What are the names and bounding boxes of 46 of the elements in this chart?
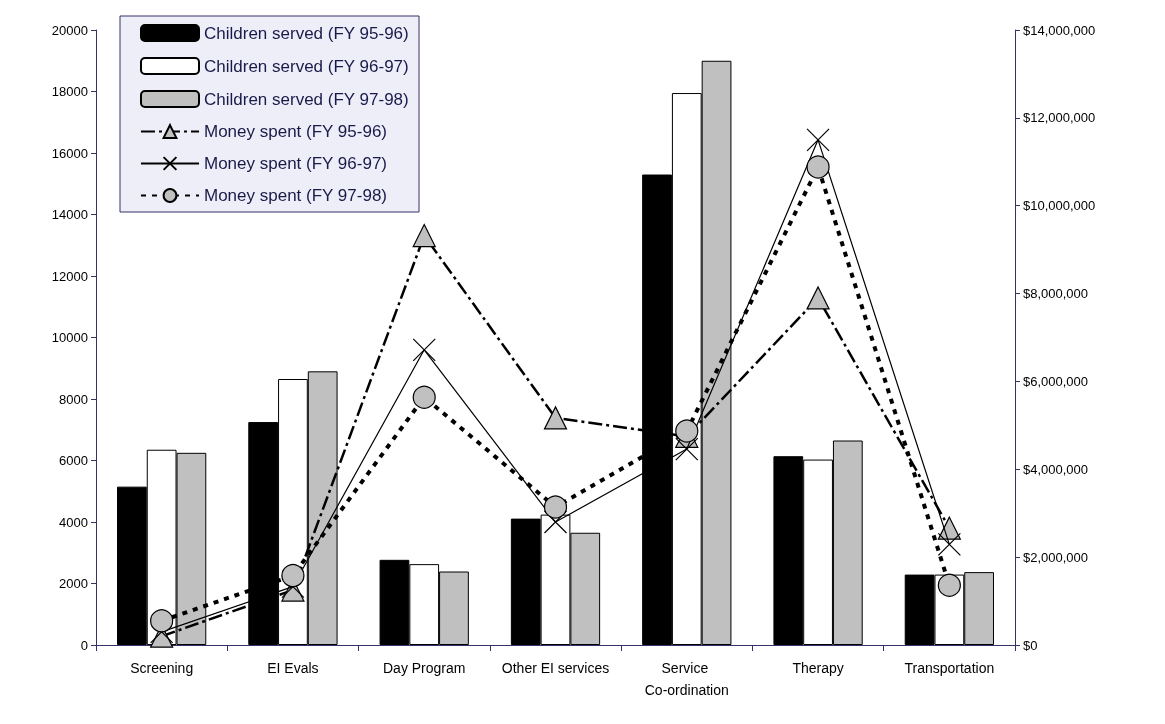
point: [150, 609, 174, 633]
legend-label: Children served (FY 96-97): [204, 56, 409, 76]
point: [937, 573, 961, 597]
y-tick-label: 14000: [51, 207, 88, 222]
point: [937, 532, 961, 556]
y-tick-label: 18000: [51, 84, 88, 99]
point: [806, 128, 830, 152]
x-tick-label: Day Program: [382, 660, 466, 676]
x-tick-label: Screening: [130, 660, 194, 676]
y2-tick-label: $6,000,000: [1023, 373, 1089, 389]
y2-tick-label: $4,000,000: [1023, 461, 1089, 477]
legend-label: Children served (FY 97-98): [204, 89, 409, 109]
x-tick-label: Therapy: [792, 660, 844, 676]
y-tick-label: 20000: [51, 22, 88, 38]
y-tick-label: 16000: [51, 145, 88, 161]
y-tick-label: 6000: [59, 453, 88, 468]
point: [806, 286, 830, 310]
point: [675, 419, 699, 443]
y-tick-label: 10000: [51, 330, 88, 345]
legend-label: Children served (FY 95-96): [204, 23, 409, 43]
x-tick-label: Other EI services: [501, 660, 610, 676]
y2-tick-label: $8,000,000: [1023, 286, 1089, 302]
y-tick-label: 0: [80, 637, 88, 653]
point: [543, 406, 568, 430]
point: [806, 155, 830, 179]
y2-tick-label: $0: [1023, 637, 1038, 653]
y-tick-label: 4000: [59, 514, 88, 530]
y-tick-label: 8000: [59, 391, 88, 407]
point: [412, 223, 436, 248]
legend-label: Money spent (FY 97-98): [204, 186, 387, 205]
point: [412, 338, 436, 362]
y2-tick-label: $10,000,000: [1023, 198, 1096, 214]
y2-tick-label: $12,000,000: [1023, 110, 1096, 126]
point: [281, 564, 305, 588]
x-tick-label: Service Co-ordination: [644, 660, 729, 698]
y-tick-label: 12000: [51, 268, 88, 284]
y2-tick-label: $14,000,000: [1023, 22, 1096, 38]
legend-label: Money spent (FY 96-97): [204, 154, 387, 173]
point: [675, 437, 699, 461]
x-tick-label: Transportation: [904, 660, 995, 676]
x-tick-label: EI Evals: [267, 660, 319, 676]
legend-label: Money spent (FY 95-96): [204, 122, 387, 141]
y-tick-label: 2000: [59, 576, 88, 591]
point: [543, 495, 568, 519]
y2-tick-label: $2,000,000: [1023, 549, 1089, 565]
point: [412, 385, 436, 409]
